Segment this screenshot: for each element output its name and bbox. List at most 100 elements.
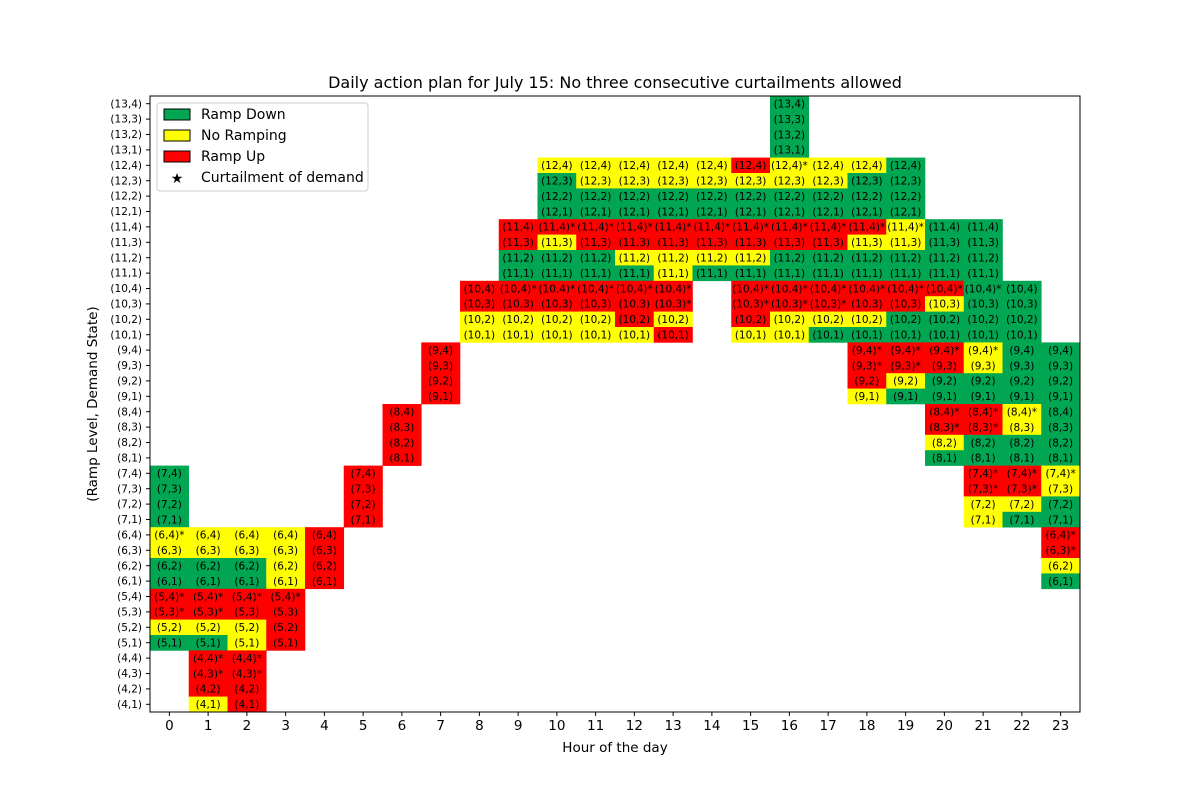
cell-label: (10,1)	[619, 330, 651, 342]
cell-label: (10,3)	[619, 299, 651, 311]
cell-label: (6,3)	[312, 545, 337, 557]
heatmap-cell	[886, 296, 926, 312]
heatmap-cell	[925, 450, 965, 466]
heatmap-cell	[808, 311, 848, 328]
cell-label: (12,1)	[851, 206, 883, 218]
cell-label: (8,2)	[971, 437, 996, 449]
cell-label: (6,4)*	[1046, 530, 1076, 542]
cell-label: (5,4)*	[271, 591, 301, 603]
cell-label: (12,4)	[619, 160, 651, 172]
heatmap-cell	[653, 203, 693, 220]
x-tick-label: 0	[165, 718, 174, 734]
heatmap-cell	[925, 373, 965, 389]
heatmap-cell	[343, 511, 383, 528]
heatmap-cell	[150, 511, 190, 528]
heatmap-cell	[227, 573, 267, 590]
heatmap-cell	[886, 265, 926, 282]
heatmap-cell	[188, 681, 228, 697]
plot-frame	[149, 95, 1081, 713]
cell-label: (11,4)	[967, 222, 999, 234]
heatmap-cell	[188, 542, 228, 559]
cell-label: (10,2)	[967, 314, 999, 326]
heatmap-cell	[847, 373, 887, 389]
heatmap-cell	[305, 573, 345, 590]
cell-label: (7,4)*	[1007, 468, 1037, 480]
legend: Ramp Down No Ramping Ramp Up ★ Curtailme…	[156, 102, 369, 192]
cell-label: (8,4)*	[929, 407, 959, 419]
heatmap-cell	[150, 635, 190, 651]
heatmap-cell	[692, 219, 732, 235]
cell-label: (11,4)*	[693, 222, 730, 234]
cell-label: (13,1)	[774, 145, 806, 157]
heatmap-cell	[188, 619, 228, 636]
heatmap-cell	[615, 157, 655, 174]
heatmap-cell	[808, 250, 848, 266]
heatmap-cell	[1041, 404, 1081, 420]
heatmap-cell	[653, 296, 693, 312]
x-axis-title: Hour of the day	[562, 740, 667, 756]
cell-label: (10,3)*	[655, 299, 692, 311]
heatmap-cell	[150, 588, 190, 605]
heatmap-cell	[1002, 496, 1042, 513]
heatmap-cell	[925, 311, 965, 328]
cell-label: (11,4)*	[887, 222, 924, 234]
cell-label: (10,1)	[657, 330, 689, 342]
y-tick-label: (10,1)	[110, 329, 142, 341]
cell-label: (12,1)	[696, 206, 728, 218]
cell-label: (11,4)*	[810, 222, 847, 234]
cell-label: (11,4)*	[577, 222, 614, 234]
heatmap-cell	[886, 157, 926, 174]
heatmap-cell	[886, 173, 926, 189]
heatmap-cell	[150, 481, 190, 497]
heatmap-cell	[731, 234, 771, 251]
cell-label: (11,1)	[890, 268, 922, 280]
y-tick-label: (12,2)	[110, 191, 142, 203]
cell-label: (9,4)*	[929, 345, 959, 357]
heatmap-cell	[460, 296, 500, 312]
cell-label: (6,2)	[234, 561, 259, 573]
heatmap-cell	[615, 188, 655, 205]
cell-label: (5,1)	[157, 638, 182, 650]
heatmap-cell	[886, 357, 926, 374]
heatmap-cell	[615, 219, 655, 235]
heatmap-cell	[1041, 527, 1081, 543]
heatmap-cell	[731, 173, 771, 189]
heatmap-cell	[963, 357, 1003, 374]
cell-label: (5,4)*	[193, 591, 223, 603]
heatmap-cell	[925, 250, 965, 266]
heatmap-cell	[963, 373, 1003, 389]
cell-label: (6,4)	[312, 530, 337, 542]
cell-label: (9,4)*	[891, 345, 921, 357]
cell-label: (9,2)	[1048, 376, 1073, 388]
heatmap-cell	[382, 419, 422, 436]
heatmap-cell	[1041, 558, 1081, 574]
heatmap-cell	[808, 203, 848, 220]
cell-label: (9,3)	[1009, 360, 1034, 372]
cell-label: (12,1)	[619, 206, 651, 218]
heatmap-cell	[963, 311, 1003, 328]
cell-label: (9,2)	[971, 376, 996, 388]
cell-label: (12,3)	[541, 176, 573, 188]
cell-label: (11,2)	[580, 253, 612, 265]
heatmap-cell	[847, 250, 887, 266]
heatmap-cell	[770, 203, 810, 220]
heatmap-cell	[1041, 357, 1081, 374]
heatmap-cell	[925, 357, 965, 374]
heatmap-cell	[537, 250, 577, 266]
x-tick-label: 18	[858, 718, 875, 734]
heatmap-cell	[653, 234, 693, 251]
heatmap-cell	[847, 357, 887, 374]
cell-label: (5,3)*	[193, 607, 223, 619]
cell-label: (6,2)	[312, 561, 337, 573]
heatmap-cell	[692, 157, 732, 174]
cell-label: (5,4)*	[154, 591, 184, 603]
cell-label: (12,4)	[580, 160, 612, 172]
y-tick-label: (7,3)	[117, 483, 142, 495]
cell-label: (12,3)	[657, 176, 689, 188]
heatmap-cell	[692, 250, 732, 266]
x-tick-label: 20	[936, 718, 953, 734]
heatmap-cell	[692, 173, 732, 189]
cell-label: (10,1)	[967, 330, 999, 342]
y-tick-label: (5,4)	[117, 591, 142, 603]
cell-label: (11,3)	[580, 237, 612, 249]
